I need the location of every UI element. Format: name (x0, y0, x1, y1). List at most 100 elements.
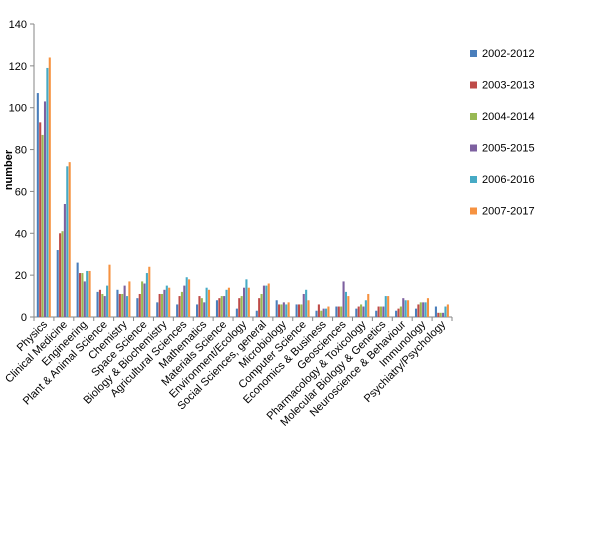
bar (262, 285, 265, 317)
bar (98, 289, 101, 317)
bar (384, 296, 387, 317)
bar (108, 264, 111, 317)
bar (278, 304, 281, 317)
bar (240, 296, 243, 317)
bar (402, 298, 405, 317)
bar (344, 291, 348, 317)
bar (103, 296, 106, 317)
bar (59, 233, 62, 317)
bar (158, 293, 161, 317)
y-tick-label: 20 (15, 270, 27, 282)
legend-swatch (470, 81, 477, 89)
bar (355, 308, 358, 317)
bar (325, 308, 328, 317)
bar (63, 203, 66, 317)
bar (101, 293, 104, 317)
bar (419, 302, 422, 317)
bar (121, 293, 124, 317)
bar (444, 306, 447, 317)
bar (395, 310, 398, 317)
bar (88, 270, 91, 317)
bar (203, 302, 206, 317)
bar (364, 300, 367, 317)
bar (382, 306, 385, 317)
bar (78, 273, 82, 317)
y-tick-label: 40 (15, 228, 27, 240)
bars (36, 57, 449, 317)
bar (83, 281, 86, 317)
bar (320, 310, 323, 317)
bar (56, 250, 59, 317)
bar (207, 289, 211, 317)
bar (178, 296, 181, 317)
y-axis-label: number (3, 149, 15, 190)
bar (300, 304, 303, 317)
bar (66, 166, 69, 317)
bar (404, 300, 407, 317)
bar (280, 304, 283, 317)
bar (86, 270, 89, 317)
bar (367, 293, 370, 317)
bar (442, 312, 445, 317)
bar (76, 262, 79, 317)
y-tick-label: 100 (9, 103, 27, 115)
legend-label: 2003-2013 (482, 80, 535, 92)
bar (399, 306, 402, 317)
bar (379, 306, 383, 317)
y-tick-label: 60 (15, 186, 27, 198)
y-tick-label: 140 (9, 19, 27, 31)
bar (227, 287, 230, 317)
bar (165, 285, 168, 317)
bar (282, 302, 285, 317)
bar (387, 296, 390, 317)
bar (362, 306, 365, 317)
bar (176, 304, 179, 317)
bar (235, 308, 238, 317)
bar (360, 304, 363, 317)
bar (422, 302, 425, 317)
bar (243, 287, 246, 317)
bar (225, 289, 228, 317)
bar (315, 310, 318, 317)
y-tick-label: 80 (15, 145, 27, 157)
bar (275, 300, 278, 317)
legend-swatch (470, 144, 477, 152)
bar (260, 293, 263, 317)
bar (305, 289, 308, 317)
bar (148, 266, 151, 317)
bar (215, 300, 219, 317)
bar (397, 308, 400, 317)
bar (307, 300, 310, 317)
bar (48, 57, 51, 317)
bar (297, 304, 301, 317)
bar (160, 293, 164, 317)
bar (41, 134, 44, 317)
bar (43, 101, 47, 317)
bar (118, 293, 121, 317)
bar (245, 279, 248, 317)
bar (39, 122, 42, 317)
legend-label: 2007-2017 (482, 206, 535, 218)
bar (145, 273, 148, 317)
bar (417, 304, 420, 317)
legend: 2002-2012 2003-2013 2004-2014 2005-2015 2006… (470, 48, 535, 218)
bar (156, 302, 159, 317)
bar (223, 296, 226, 317)
bar (200, 298, 203, 317)
legend-label: 2006-2016 (482, 174, 535, 186)
bar (220, 296, 223, 317)
axes (33, 24, 453, 321)
bar (136, 298, 139, 317)
bar (123, 285, 126, 317)
bar (138, 293, 141, 317)
bar (183, 285, 186, 317)
bar (196, 304, 199, 317)
bar (68, 162, 71, 317)
bar (317, 304, 320, 317)
legend-swatch (470, 50, 477, 57)
bar (375, 310, 378, 317)
legend-swatch (470, 113, 477, 120)
bar (46, 67, 49, 317)
